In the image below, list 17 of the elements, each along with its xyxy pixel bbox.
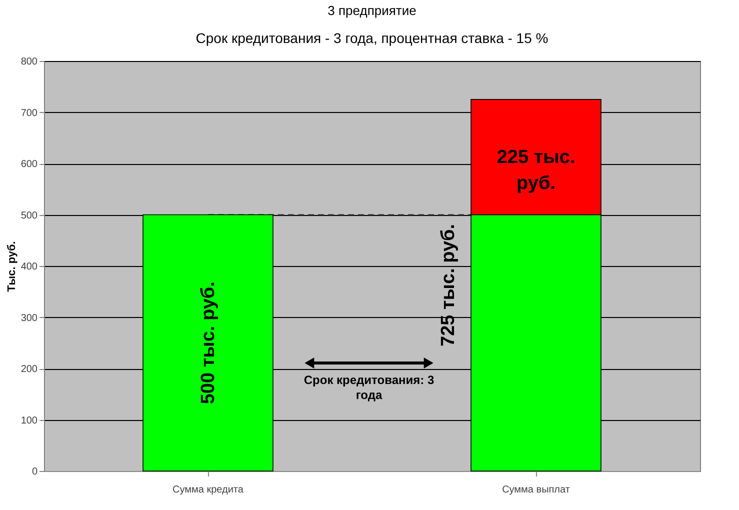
x-tick-label: Сумма выплат <box>502 484 570 496</box>
x-tick-label: Сумма кредита <box>172 484 244 496</box>
y-tick-label: 300 <box>20 312 38 324</box>
y-tick-label: 700 <box>20 108 38 119</box>
annotation: Срок кредитования: 3 года <box>304 373 434 402</box>
y-tick-label: 600 <box>20 159 38 170</box>
chart-subtitle: Срок кредитования - 3 года, процентная ставка - 15 % <box>196 30 548 46</box>
y-tick-label: 800 <box>20 56 38 68</box>
y-tick-label: 100 <box>20 415 38 426</box>
chart-title: 3 предприятие <box>328 3 416 18</box>
y-tick-label: 400 <box>20 262 38 272</box>
y-axis-title: Тыс. руб. <box>6 241 18 292</box>
data-label: 225 тыс. руб. <box>496 147 576 194</box>
y-tick-label: 0 <box>32 466 38 478</box>
y-tick-label: 200 <box>20 364 38 375</box>
y-tick-label: 500 <box>20 210 38 222</box>
data-label: 500 тыс. руб. <box>198 282 219 404</box>
